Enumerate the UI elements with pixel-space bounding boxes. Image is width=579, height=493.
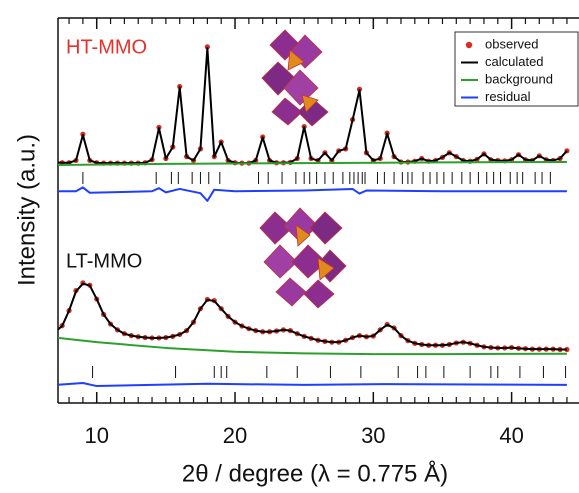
x-axis-title: 2θ / degree (λ = 0.775 Å) [182, 459, 448, 487]
residual-line [58, 186, 567, 202]
legend-marker [465, 41, 473, 49]
calculated-line [58, 47, 568, 165]
panel-label: HT-MMO [66, 36, 147, 58]
x-tick-label: 30 [361, 423, 385, 448]
observed-point [53, 160, 58, 165]
lt-structure [259, 207, 347, 309]
x-tick-label: 10 [84, 423, 108, 448]
x-tick-label: 40 [499, 423, 523, 448]
legend-label: residual [485, 89, 531, 104]
legend-label: background [485, 71, 553, 86]
residual-line [58, 381, 567, 388]
legend-box [454, 31, 579, 107]
background-line [58, 336, 567, 356]
crystal-structures [259, 29, 347, 309]
ht-structure [261, 29, 329, 127]
y-axis-title: Intensity (a.u.) [13, 134, 40, 286]
legend-label: calculated [485, 54, 544, 69]
legend: observed calculated background residual [461, 36, 553, 104]
panel-label: LT-MMO [66, 250, 142, 272]
x-tick-label: 20 [223, 423, 247, 448]
background-line [58, 160, 567, 167]
observed-point [53, 329, 58, 334]
legend-label: observed [485, 36, 538, 51]
calculated-line [58, 282, 567, 351]
observed-point [204, 44, 210, 50]
